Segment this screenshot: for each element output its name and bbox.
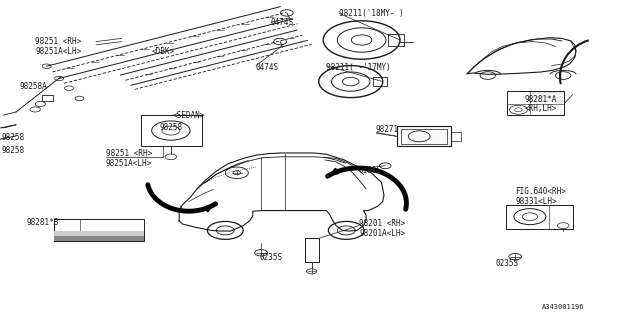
Bar (506, 205, 573, 229)
Text: 98281*A: 98281*A (525, 95, 557, 104)
Text: 98281*B: 98281*B (27, 218, 60, 227)
Text: A343001196: A343001196 (541, 304, 584, 309)
Text: 98331<LH>: 98331<LH> (515, 197, 557, 206)
Text: 98251 <RH>: 98251 <RH> (35, 37, 81, 46)
Text: 98271: 98271 (375, 125, 398, 134)
Text: <DBK>: <DBK> (152, 47, 175, 56)
Text: 98201A<LH>: 98201A<LH> (359, 229, 405, 238)
Bar (54, 236, 144, 241)
Bar (388, 34, 404, 46)
Bar (54, 219, 144, 241)
Text: 98258A: 98258A (19, 82, 47, 91)
Bar (42, 95, 53, 101)
Bar (507, 91, 564, 115)
Text: 0474S: 0474S (256, 63, 279, 72)
Bar (397, 126, 451, 146)
Text: 98211( -'17MY): 98211( -'17MY) (326, 63, 391, 72)
Text: FIG.640<RH>: FIG.640<RH> (515, 188, 566, 196)
Text: 98258: 98258 (1, 146, 24, 155)
Text: 98211('18MY- ): 98211('18MY- ) (339, 9, 404, 18)
Bar (54, 231, 144, 236)
Text: 98201 <RH>: 98201 <RH> (359, 220, 405, 228)
Text: 0101S: 0101S (358, 166, 381, 175)
Text: 0235S: 0235S (260, 253, 283, 262)
Text: <SEDAN>: <SEDAN> (173, 111, 205, 120)
Bar (141, 115, 202, 146)
Bar (373, 77, 387, 86)
Text: 98258: 98258 (160, 124, 183, 132)
Text: 98258: 98258 (1, 133, 24, 142)
Bar (451, 132, 461, 141)
Text: <RH,LH>: <RH,LH> (525, 104, 557, 113)
Text: 98251A<LH>: 98251A<LH> (106, 159, 152, 168)
Text: 98251 <RH>: 98251 <RH> (106, 149, 152, 158)
Text: 0474S: 0474S (271, 18, 294, 27)
Bar (401, 129, 447, 144)
Text: 98251A<LH>: 98251A<LH> (35, 47, 81, 56)
Text: 0235S: 0235S (496, 259, 519, 268)
Bar (305, 238, 319, 262)
